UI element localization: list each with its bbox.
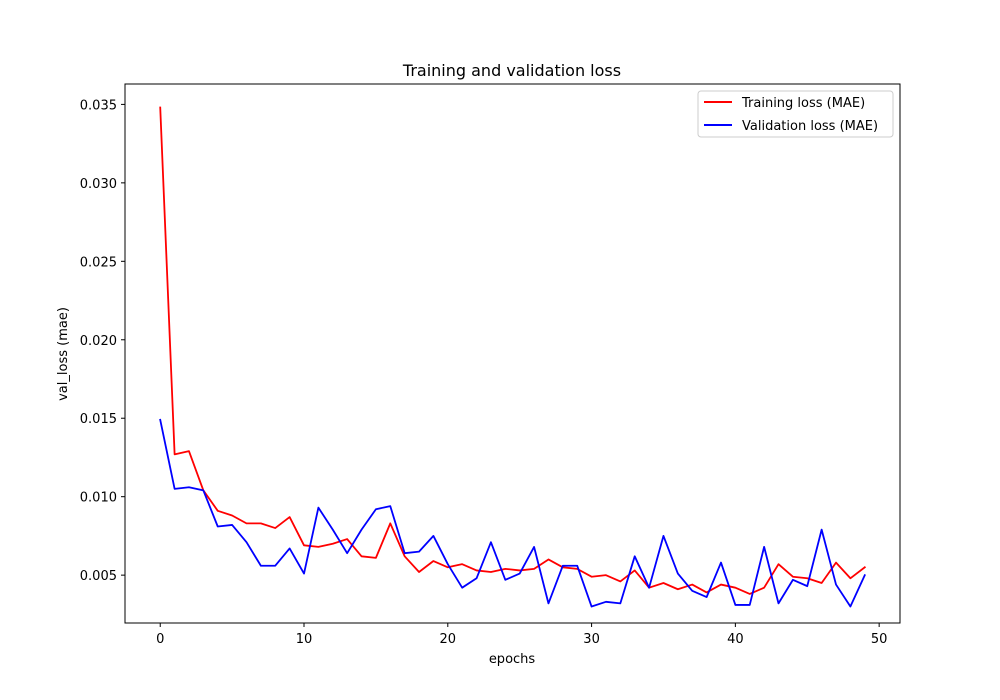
y-tick-label: 0.020 bbox=[80, 334, 117, 349]
x-axis-ticks: 0 10 20 30 40 50 bbox=[156, 623, 887, 647]
y-tick-label: 0.025 bbox=[80, 255, 117, 270]
y-axis-label: val_loss (mae) bbox=[56, 307, 71, 401]
y-tick-label: 0.010 bbox=[80, 491, 117, 506]
series-layer bbox=[159, 106, 867, 608]
x-tick-label: 20 bbox=[440, 632, 457, 647]
x-tick-label: 40 bbox=[727, 632, 744, 647]
series-line-validation bbox=[159, 418, 866, 608]
y-tick-label: 0.005 bbox=[80, 569, 117, 584]
legend: Training loss (MAE) Validation loss (MAE… bbox=[697, 90, 894, 138]
x-tick-label: 10 bbox=[296, 632, 313, 647]
y-tick-label: 0.015 bbox=[80, 412, 117, 427]
x-axis-label: epochs bbox=[489, 652, 536, 667]
legend-box bbox=[697, 90, 894, 138]
y-tick-label: 0.035 bbox=[80, 98, 117, 113]
series-line-training bbox=[159, 106, 867, 595]
plot-frame bbox=[124, 83, 901, 624]
y-tick-label: 0.030 bbox=[80, 177, 117, 192]
y-axis-ticks: 0.005 0.010 0.015 0.020 0.025 0.030 0.035 bbox=[80, 98, 125, 584]
legend-label-training: Training loss (MAE) bbox=[741, 96, 865, 111]
legend-label-validation: Validation loss (MAE) bbox=[742, 119, 878, 134]
x-tick-label: 50 bbox=[871, 632, 888, 647]
chart-title: Training and validation loss bbox=[402, 61, 621, 80]
x-tick-label: 30 bbox=[583, 632, 600, 647]
x-tick-label: 0 bbox=[156, 632, 164, 647]
